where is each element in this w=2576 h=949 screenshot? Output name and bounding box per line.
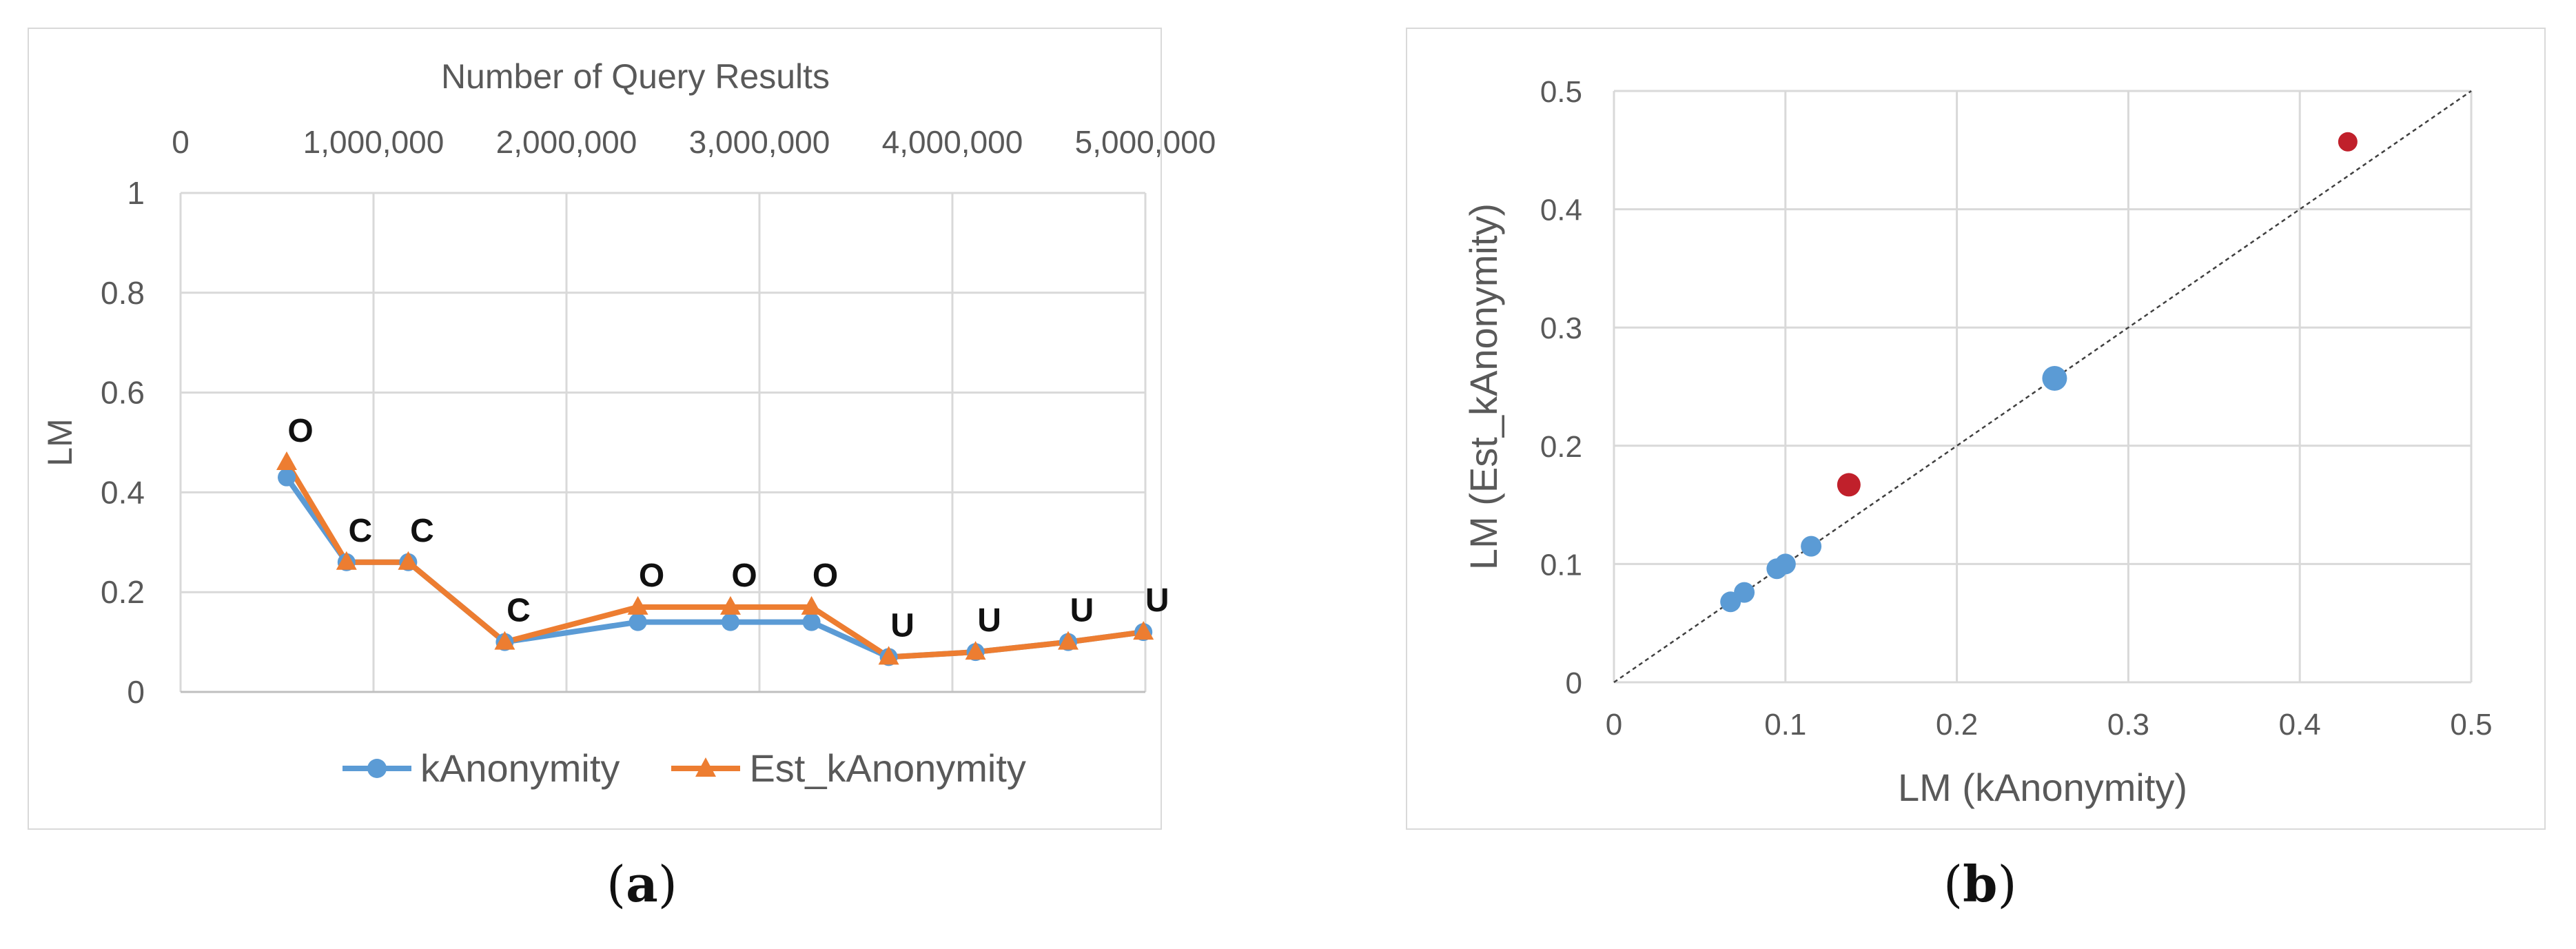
y-tick-label: 1 (127, 175, 145, 211)
point-est-kanonymity (627, 595, 648, 615)
point-annotation: U (977, 602, 1001, 639)
legend-item-kanonymity: kAnonymity (339, 746, 620, 790)
point-annotation: O (731, 558, 757, 594)
point-annotation: O (812, 558, 838, 594)
point-est-kanonymity (398, 551, 419, 570)
y-tick-label: 0.5 (1540, 75, 1582, 109)
point-annotation: U (1145, 582, 1169, 619)
point-annotation: O (287, 413, 313, 449)
scatter-point (2042, 365, 2067, 391)
scatter-point (1837, 473, 1861, 497)
point-kanonymity (722, 613, 739, 631)
point-est-kanonymity (336, 551, 357, 570)
chart-b-frame (1406, 28, 2546, 830)
x-tick-label: 5,000,000 (1075, 124, 1216, 160)
scatter-point (2338, 132, 2358, 152)
point-est-kanonymity (878, 646, 899, 665)
caption-b: (b) (1943, 855, 2017, 913)
x-tick-label: 0 (172, 124, 190, 160)
y-tick-label: 0.3 (1540, 312, 1582, 345)
x-tick-label: 0 (1606, 708, 1622, 742)
point-annotation: U (890, 607, 914, 644)
point-est-kanonymity (720, 595, 741, 615)
y-axis-title: LM (Est_kAnonymity) (1462, 203, 1505, 570)
point-kanonymity (802, 613, 821, 631)
y-tick-label: 0.4 (1540, 194, 1582, 227)
x-tick-label: 0.5 (2450, 708, 2492, 742)
legend-item-est-kanonymity: Est_kAnonymity (668, 746, 1026, 790)
point-est-kanonymity (1058, 631, 1079, 650)
legend-swatch-est-kanonymity (671, 757, 741, 777)
point-annotation: C (410, 513, 434, 549)
x-tick-label: 0.3 (2107, 708, 2149, 742)
legend-swatch-kanonymity (343, 758, 411, 778)
point-annotation: O (639, 558, 664, 594)
point-est-kanonymity (276, 451, 297, 470)
scatter-point (1775, 553, 1796, 575)
point-annotation: C (507, 593, 531, 629)
x-tick-label: 0.4 (2279, 708, 2321, 742)
y-tick-label: 0.1 (1540, 548, 1582, 582)
x-tick-label: 0.2 (1936, 708, 1978, 742)
point-kanonymity (278, 468, 296, 487)
legend-label-est-kanonymity: Est_kAnonymity (749, 746, 1026, 790)
legend-label-kanonymity: kAnonymity (420, 746, 620, 790)
x-tick-label: 2,000,000 (496, 124, 637, 160)
point-annotation: C (348, 513, 372, 549)
y-tick-label: 0.4 (101, 474, 145, 510)
x-tick-label: 0.1 (1764, 708, 1806, 742)
x-axis-title: LM (kAnonymity) (1898, 766, 2187, 809)
chart-a-legend: kAnonymity Est_kAnonymity (339, 746, 1074, 790)
scatter-point (1734, 582, 1755, 603)
chart-a: 0 1,000,000 2,000,000 3,000,000 4,000,000 5,0… (41, 57, 1216, 710)
point-est-kanonymity (494, 631, 515, 650)
y-tick-label: 0.6 (101, 375, 145, 411)
y-tick-label: 0.8 (101, 275, 145, 311)
chart-a-frame (28, 28, 1162, 830)
point-kanonymity (628, 613, 647, 631)
point-est-kanonymity (1133, 621, 1154, 640)
point-est-kanonymity (965, 641, 986, 660)
y-tick-label: 0 (1566, 666, 1582, 700)
diagonal-reference-line (1613, 90, 2472, 684)
chart-b: 00 0.1 0.1 0.2 0.2 0.3 0.3 0.4 0.4 0.5 0.5 LM (kAno… (1462, 75, 2493, 809)
x-axis-title: Number of Query Results (441, 57, 830, 96)
scatter-point (1801, 535, 1822, 557)
point-est-kanonymity (801, 595, 822, 615)
y-tick-label: 0.2 (101, 574, 145, 610)
x-tick-label: 3,000,000 (689, 124, 830, 160)
y-axis-title: LM (41, 418, 79, 466)
caption-a: (a) (606, 855, 677, 913)
point-annotation: U (1070, 593, 1094, 629)
x-tick-label: 4,000,000 (882, 124, 1023, 160)
y-tick-label: 0 (127, 674, 145, 710)
y-tick-label: 0.2 (1540, 430, 1582, 464)
x-tick-label: 1,000,000 (303, 124, 444, 160)
